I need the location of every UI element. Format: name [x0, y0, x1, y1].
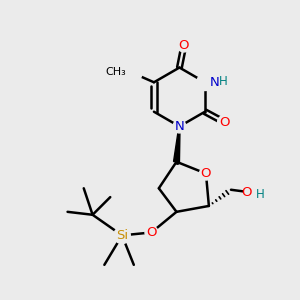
- Circle shape: [173, 120, 186, 133]
- Circle shape: [145, 226, 158, 239]
- Text: O: O: [178, 39, 189, 52]
- Text: CH₃: CH₃: [105, 67, 126, 77]
- Text: H: H: [219, 75, 228, 88]
- Text: O: O: [146, 226, 157, 239]
- Text: O: O: [201, 167, 211, 180]
- Text: Si: Si: [116, 229, 128, 242]
- Text: N: N: [209, 76, 219, 89]
- Circle shape: [244, 184, 262, 202]
- Circle shape: [118, 60, 142, 84]
- Circle shape: [114, 227, 130, 244]
- Polygon shape: [174, 126, 180, 162]
- Text: H: H: [256, 188, 265, 201]
- Circle shape: [197, 74, 213, 91]
- Text: O: O: [219, 116, 229, 128]
- Text: N: N: [175, 120, 184, 133]
- Text: O: O: [241, 186, 252, 199]
- Circle shape: [177, 39, 190, 52]
- Circle shape: [218, 116, 231, 128]
- Circle shape: [200, 167, 212, 180]
